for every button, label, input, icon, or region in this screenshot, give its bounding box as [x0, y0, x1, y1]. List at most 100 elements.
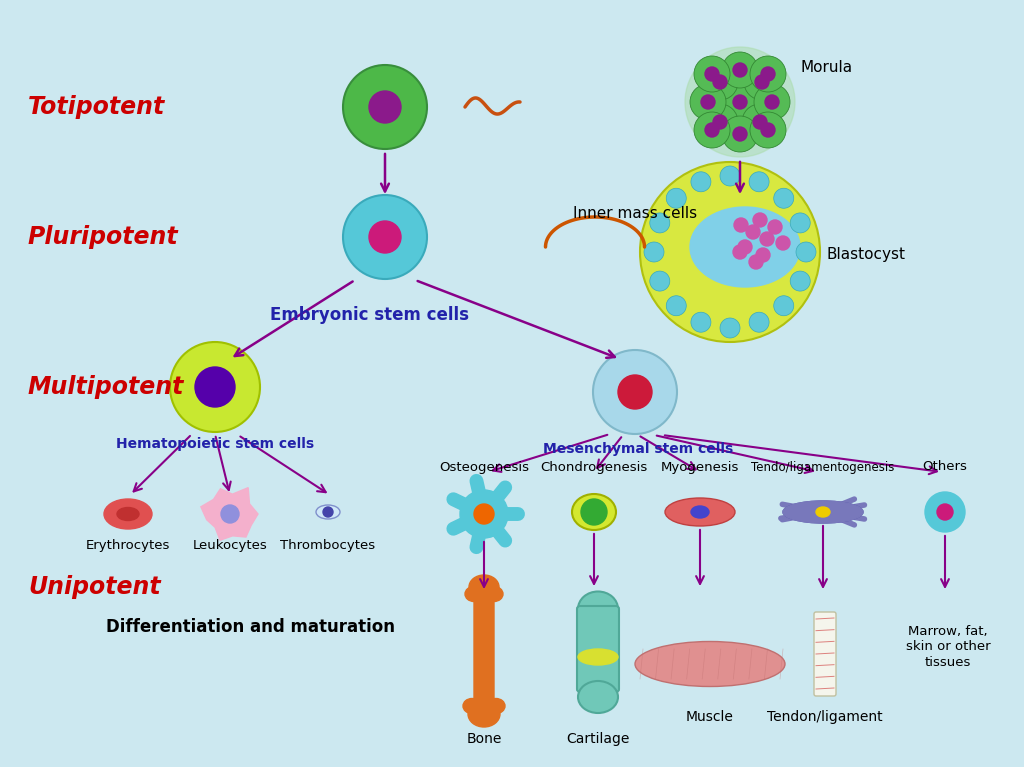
Circle shape [744, 64, 780, 100]
Circle shape [694, 56, 730, 92]
Text: Osteogenesis: Osteogenesis [439, 460, 529, 473]
Circle shape [768, 220, 782, 234]
Circle shape [618, 375, 652, 409]
Circle shape [755, 75, 769, 89]
Ellipse shape [635, 641, 785, 686]
Circle shape [343, 195, 427, 279]
Circle shape [722, 116, 758, 152]
Circle shape [691, 312, 711, 332]
Text: Tendo/ligamentogenesis: Tendo/ligamentogenesis [752, 460, 895, 473]
Circle shape [685, 47, 795, 157]
Circle shape [369, 91, 401, 123]
Circle shape [760, 232, 774, 246]
Circle shape [667, 188, 686, 209]
Circle shape [581, 499, 607, 525]
Ellipse shape [578, 591, 618, 627]
Ellipse shape [469, 575, 499, 599]
Circle shape [460, 490, 508, 538]
Text: Totipotent: Totipotent [28, 95, 165, 119]
Circle shape [701, 95, 715, 109]
Circle shape [720, 318, 740, 338]
Circle shape [749, 255, 763, 269]
Circle shape [733, 63, 746, 77]
Circle shape [746, 225, 760, 239]
Ellipse shape [691, 506, 709, 518]
Circle shape [195, 367, 234, 407]
Ellipse shape [578, 681, 618, 713]
Circle shape [733, 95, 746, 109]
Ellipse shape [117, 508, 139, 521]
Text: Morula: Morula [800, 60, 852, 74]
Circle shape [650, 213, 670, 233]
Circle shape [742, 104, 778, 140]
Text: Bone: Bone [466, 732, 502, 746]
Circle shape [694, 112, 730, 148]
Text: Tendon/ligament: Tendon/ligament [767, 710, 883, 724]
Circle shape [750, 172, 769, 192]
Text: Pluripotent: Pluripotent [28, 225, 178, 249]
Circle shape [733, 127, 746, 141]
Ellipse shape [816, 507, 830, 517]
Text: Chondrogenesis: Chondrogenesis [541, 460, 647, 473]
Ellipse shape [783, 501, 863, 523]
Circle shape [644, 242, 664, 262]
Ellipse shape [463, 699, 481, 713]
Circle shape [774, 296, 794, 316]
Circle shape [690, 84, 726, 120]
Circle shape [734, 218, 748, 232]
Ellipse shape [485, 587, 503, 601]
Circle shape [753, 213, 767, 227]
Circle shape [705, 123, 719, 137]
Circle shape [702, 64, 738, 100]
Circle shape [323, 507, 333, 517]
Text: Others: Others [923, 460, 968, 473]
Circle shape [369, 221, 401, 253]
Text: Hematopoietic stem cells: Hematopoietic stem cells [116, 437, 314, 451]
Ellipse shape [690, 207, 800, 287]
Circle shape [691, 172, 711, 192]
Circle shape [474, 504, 494, 524]
Circle shape [756, 248, 770, 262]
Text: Erythrocytes: Erythrocytes [86, 538, 170, 551]
Circle shape [343, 65, 427, 149]
Text: Blastocyst: Blastocyst [827, 248, 906, 262]
Circle shape [774, 188, 794, 209]
Circle shape [733, 245, 746, 259]
Circle shape [720, 166, 740, 186]
Circle shape [791, 213, 810, 233]
Ellipse shape [316, 505, 340, 519]
Circle shape [702, 104, 738, 140]
Circle shape [765, 95, 779, 109]
Ellipse shape [783, 501, 863, 523]
Circle shape [593, 350, 677, 434]
Circle shape [754, 84, 790, 120]
Ellipse shape [578, 649, 618, 665]
Text: Embryonic stem cells: Embryonic stem cells [270, 306, 469, 324]
Circle shape [925, 492, 965, 532]
FancyBboxPatch shape [474, 585, 494, 709]
Text: Marrow, fat,
skin or other
tissues: Marrow, fat, skin or other tissues [905, 626, 990, 669]
Ellipse shape [487, 699, 505, 713]
Text: Leukocytes: Leukocytes [193, 538, 267, 551]
Circle shape [937, 504, 953, 520]
Text: Inner mass cells: Inner mass cells [573, 206, 697, 222]
Text: Cartilage: Cartilage [566, 732, 630, 746]
Text: Mesenchymal stem cells: Mesenchymal stem cells [543, 442, 733, 456]
Circle shape [722, 52, 758, 88]
Circle shape [776, 236, 790, 250]
Text: Myogenesis: Myogenesis [660, 460, 739, 473]
Text: Muscle: Muscle [686, 710, 734, 724]
Circle shape [750, 56, 786, 92]
Circle shape [791, 271, 810, 291]
Ellipse shape [104, 499, 152, 529]
Ellipse shape [572, 494, 616, 530]
Circle shape [713, 115, 727, 129]
Ellipse shape [468, 701, 500, 727]
Circle shape [640, 162, 820, 342]
Circle shape [761, 123, 775, 137]
Text: Multipotent: Multipotent [28, 375, 184, 399]
Circle shape [750, 112, 786, 148]
Circle shape [650, 271, 670, 291]
FancyBboxPatch shape [577, 606, 618, 692]
Circle shape [750, 312, 769, 332]
